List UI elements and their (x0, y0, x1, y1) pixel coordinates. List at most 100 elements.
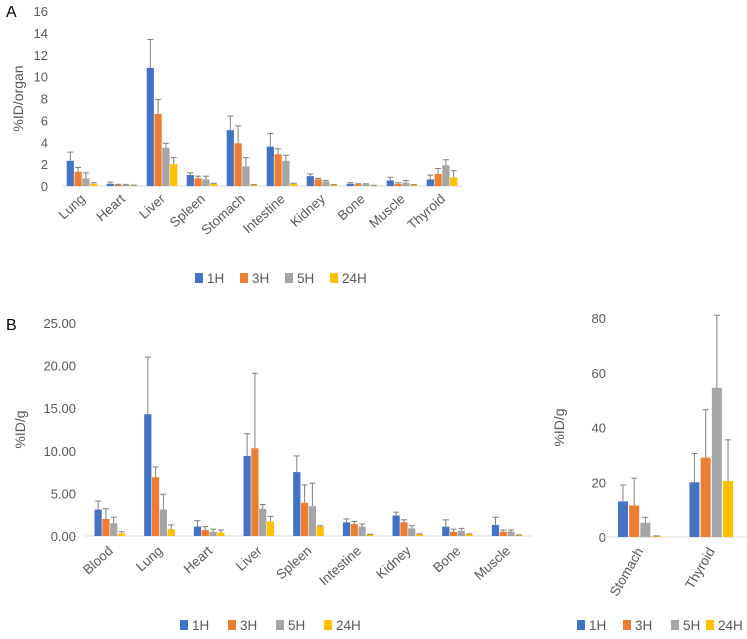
bar-24h (210, 183, 218, 186)
bar-3h (450, 531, 458, 536)
bar-3h (400, 522, 408, 536)
y-tick-label: 12 (34, 48, 48, 63)
x-tick-label: Heart (93, 191, 128, 224)
bar-1h (346, 183, 354, 186)
bar-3h (301, 502, 309, 536)
legend-label-3h: 3H (252, 271, 269, 286)
bar-1h (186, 175, 194, 186)
panel-label-a: A (6, 4, 17, 21)
legend-swatch-5h (671, 620, 679, 630)
bar-24h (316, 526, 324, 536)
x-tick-label: Liver (233, 543, 265, 574)
bar-5h (358, 526, 366, 536)
chart-panel-b: 0.00 5.00 10.00 15.00 20.00 25.00 %ID/g Blood Lu… (12, 316, 532, 633)
bar-5h (442, 165, 450, 186)
bar-1h (243, 455, 251, 536)
legend-swatch-1h (180, 620, 188, 630)
y-tick-label: 6 (41, 113, 48, 128)
legend-swatch-24h (324, 620, 332, 630)
legend-swatch-3h (240, 273, 248, 283)
y-tick-label: 16 (34, 4, 48, 19)
y-tick-label: 0 (599, 530, 606, 545)
bar-3h (234, 143, 242, 186)
bar-5h (159, 509, 167, 536)
bar-1h (144, 414, 152, 536)
y-tick-label: 20 (592, 475, 606, 490)
bar-3h (102, 518, 110, 536)
y-tick-label: 0.00 (51, 529, 76, 544)
legend-swatch-24h (330, 273, 338, 283)
bar-5h (202, 179, 210, 186)
legend-swatch-1h (577, 620, 585, 630)
panel-label-b: B (6, 317, 17, 334)
bar-5h (402, 182, 410, 186)
bar-24h (250, 184, 258, 186)
bar-3h (700, 457, 711, 537)
y-tick-label: 0 (41, 179, 48, 194)
y-tick-label: 2 (41, 157, 48, 172)
legend-label-3h: 3H (635, 618, 652, 633)
bar-3h (499, 531, 507, 536)
chart-panel-c: 0 20 40 60 80 %ID/g Stomach Thyroid 1H 3H 5H 24H (551, 311, 747, 633)
legend-swatch-5h (276, 620, 284, 630)
bar-24h (266, 521, 275, 536)
bar-5h (162, 147, 170, 186)
bar-5h (110, 523, 118, 536)
y-tick-label: 60 (592, 366, 606, 381)
y-axis-label: %ID/organ (10, 65, 26, 131)
bar-1h (617, 501, 628, 537)
bar-5h (507, 531, 515, 536)
x-tick-label: Thyroid (405, 191, 448, 232)
x-tick-label: Intestine (316, 543, 364, 588)
bar-1h (226, 130, 234, 186)
y-tick-label: 15.00 (43, 401, 76, 416)
bar-1h (342, 522, 351, 536)
bar-1h (386, 180, 394, 186)
bar-24h (465, 534, 473, 536)
bar-1h (426, 179, 434, 186)
bar-24h (290, 183, 298, 186)
bar-5h (209, 531, 217, 536)
legend-label-24h: 24H (336, 618, 361, 633)
legend-label-1h: 1H (207, 271, 224, 286)
bar-1h (689, 482, 700, 537)
bar-5h (242, 166, 250, 186)
y-axis-label: %ID/g (551, 408, 567, 446)
legend-label-5h: 5H (288, 618, 305, 633)
bar-1h (392, 515, 400, 536)
bar-24h (515, 535, 523, 536)
bar-24h (330, 184, 338, 186)
x-tick-label: Muscle (366, 191, 408, 231)
bar-3h (354, 184, 362, 186)
bar-5h (122, 184, 130, 186)
bar-3h (350, 524, 358, 536)
bar-1h (66, 160, 74, 186)
bar-5h (711, 387, 722, 537)
bar-5h (362, 184, 370, 186)
bar-3h (114, 184, 122, 186)
bar-1h (193, 526, 202, 536)
bar-1h (293, 472, 301, 536)
x-tick-label: Muscle (471, 543, 513, 583)
x-tick-label: Thyroid (682, 545, 717, 591)
bar-24h (366, 534, 374, 536)
bar-24h (415, 534, 424, 536)
bar-1h (94, 509, 102, 536)
legend-label-5h: 5H (297, 271, 314, 286)
x-tick-label: Bone (335, 191, 368, 223)
bar-3h (74, 171, 82, 186)
bar-3h (629, 505, 640, 537)
y-tick-label: 80 (592, 311, 606, 326)
x-tick-label: Stomach (607, 545, 647, 599)
bar-5h (259, 508, 267, 536)
bar-3h (194, 178, 202, 186)
legend-swatch-3h (228, 620, 236, 630)
x-tick-label: Stomach (198, 191, 248, 238)
legend-label-24h: 24H (342, 271, 367, 286)
bar-24h (170, 164, 178, 186)
y-tick-label: 25.00 (43, 316, 76, 331)
x-tick-label: Heart (181, 543, 216, 576)
bar-5h (640, 522, 651, 537)
bar-1h (146, 67, 154, 186)
